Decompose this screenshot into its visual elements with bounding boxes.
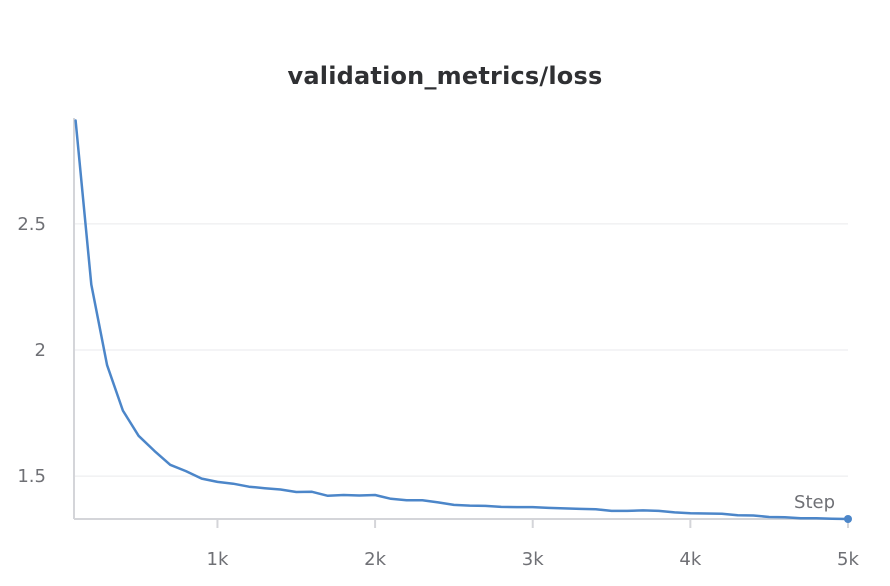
x-tick-label: 2k [364, 549, 386, 570]
tick-labels: 1.5 2 2.5 1k 2k 3k 4k 5k Step [17, 214, 859, 570]
series-line[interactable] [74, 119, 850, 521]
axes [73, 118, 849, 528]
x-tick-label: 4k [679, 549, 701, 570]
x-tick-label: 5k [837, 549, 859, 570]
x-axis-title: Step [794, 492, 835, 513]
chart-title: validation_metrics/loss [287, 62, 603, 90]
gridlines [74, 223, 848, 477]
x-tick-label: 3k [522, 549, 544, 570]
x-tick-label: 1k [207, 549, 229, 570]
series-end-point[interactable] [844, 515, 852, 523]
series-layer [74, 119, 852, 523]
y-tick-label: 2.5 [17, 214, 46, 235]
y-tick-label: 1.5 [17, 466, 46, 487]
y-tick-label: 2 [35, 340, 46, 361]
